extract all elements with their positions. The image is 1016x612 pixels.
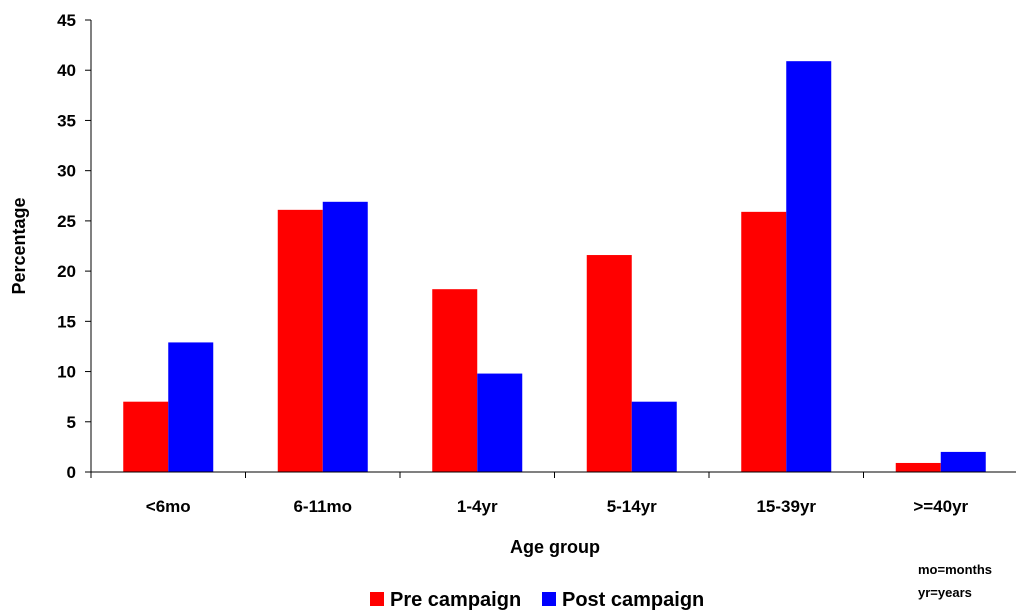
x-axis-ticks: <6mo 6-11mo 1-4yr 5-14yr 15-39yr >=40yr (90, 472, 969, 516)
bar-post-campaign (786, 61, 832, 472)
y-tick-label: 15 (57, 312, 76, 331)
bar-pre-campaign (895, 462, 941, 472)
y-axis-title: Percentage (9, 197, 29, 294)
x-tick-label: 5-14yr (607, 497, 657, 516)
bar-post-campaign (631, 401, 677, 472)
y-tick-label: 25 (57, 212, 76, 231)
legend-label: Pre campaign (390, 589, 521, 611)
bar-pre-campaign (123, 401, 169, 472)
bar-post-campaign (168, 342, 214, 472)
x-tick-label: 15-39yr (756, 497, 816, 516)
x-tick-label: >=40yr (913, 497, 968, 516)
bar-post-campaign (322, 201, 368, 472)
bar-pre-campaign (277, 209, 323, 472)
legend: Pre campaign Post campaign (370, 589, 704, 611)
note-months: mo=months (918, 562, 992, 577)
x-tick-label: 6-11mo (293, 497, 352, 516)
bar-pre-campaign (741, 211, 787, 473)
legend-swatch (542, 592, 556, 606)
y-tick-label: 40 (57, 61, 76, 80)
bar-post-campaign (477, 373, 523, 472)
y-tick-label: 45 (57, 11, 76, 30)
y-tick-label: 35 (57, 111, 76, 130)
y-axis-ticks: 0 5 10 15 20 25 30 35 40 45 (57, 11, 91, 482)
note-years: yr=years (918, 585, 972, 600)
y-tick-label: 10 (57, 363, 76, 382)
x-tick-label: <6mo (146, 497, 191, 516)
bars (123, 61, 986, 473)
bar-pre-campaign (432, 289, 478, 472)
x-axis-title: Age group (510, 537, 600, 557)
legend-label: Post campaign (562, 589, 704, 611)
y-tick-label: 0 (67, 463, 76, 482)
bar-pre-campaign (586, 255, 632, 472)
y-tick-label: 20 (57, 262, 76, 281)
y-tick-label: 5 (67, 413, 76, 432)
x-tick-label: 1-4yr (457, 497, 498, 516)
legend-swatch (370, 592, 384, 606)
y-tick-label: 30 (57, 162, 76, 181)
bar-post-campaign (940, 451, 986, 472)
